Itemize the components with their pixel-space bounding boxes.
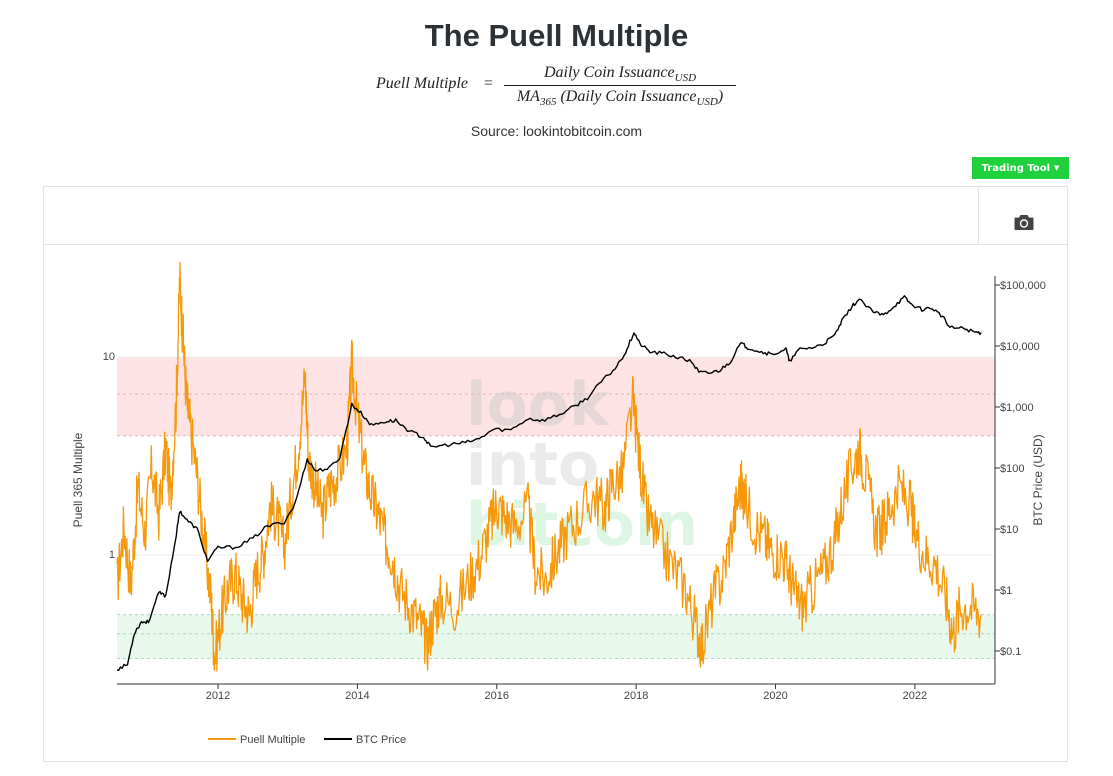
x-tick-2022: 2022: [903, 690, 927, 702]
x-tick-2012: 2012: [206, 690, 230, 702]
y2-tick-$10,000: $10,000: [1000, 341, 1040, 353]
watermark-into: into: [466, 430, 599, 500]
y-tick-10: 10: [103, 351, 115, 363]
camera-icon[interactable]: [1014, 213, 1034, 231]
y2-tick-$100: $100: [1000, 463, 1024, 475]
y2-tick-$100,000: $100,000: [1000, 280, 1046, 292]
formula-lhs: Puell Multiple: [376, 75, 468, 92]
chart-panel: [43, 186, 1068, 762]
y-tick-1: 1: [109, 549, 115, 561]
y2-tick-$10: $10: [1000, 524, 1018, 536]
y2-tick-$0.1: $0.1: [1000, 646, 1021, 658]
x-tick-2016: 2016: [485, 690, 509, 702]
formula-equals: =: [484, 75, 494, 92]
y2-tick-$1,000: $1,000: [1000, 402, 1034, 414]
legend-item-0: Puell Multiple: [240, 734, 305, 746]
source-text: Source: lookintobitcoin.com: [470, 123, 643, 139]
green-band: [117, 614, 995, 659]
y2-tick-$1: $1: [1000, 585, 1012, 597]
fraction-bar: [504, 85, 736, 86]
legend-item-1: BTC Price: [356, 734, 406, 746]
chart-toolbar: [44, 187, 1067, 245]
formula-denominator: MA365 (Daily Coin IssuanceUSD): [516, 88, 724, 109]
caret-down-icon: ▼: [1054, 164, 1060, 172]
y2-axis-label: BTC Price (USD): [1031, 434, 1045, 525]
trading-tool-button[interactable]: Trading Tool ▼: [972, 157, 1069, 179]
x-tick-2020: 2020: [763, 690, 787, 702]
formula-numerator: Daily Coin IssuanceUSD: [543, 64, 697, 85]
puell-multiple-line: [116, 261, 982, 672]
red-band: [117, 357, 995, 436]
watermark-look: look: [466, 370, 611, 440]
btc-price-line: [116, 295, 982, 671]
page-title: The Puell Multiple: [424, 18, 689, 53]
toolbar-divider: [978, 187, 979, 244]
y-axis-label: Puell 365 Multiple: [71, 432, 85, 527]
x-tick-2014: 2014: [345, 690, 369, 702]
x-tick-2018: 2018: [624, 690, 648, 702]
formula-fraction: Daily Coin IssuanceUSD MA365 (Daily Coin…: [504, 64, 736, 108]
trading-tool-label: Trading Tool: [981, 162, 1051, 174]
